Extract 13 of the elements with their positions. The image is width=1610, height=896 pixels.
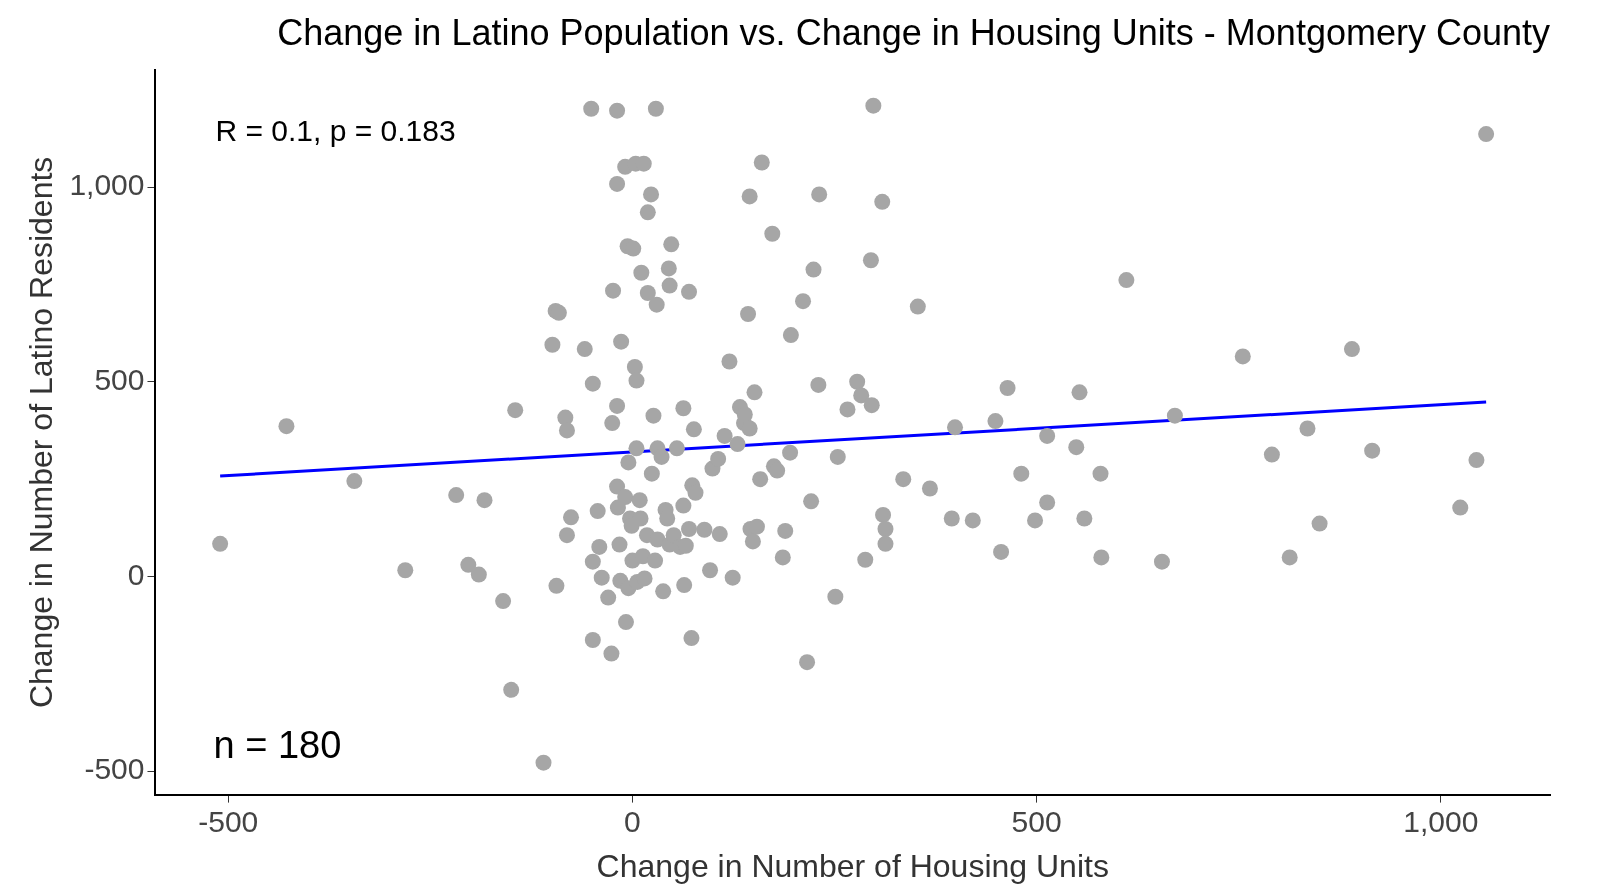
- x-tick-label: 1,000: [1403, 804, 1479, 838]
- annotation: n = 180: [213, 724, 342, 767]
- y-tick-label: 1,000: [69, 168, 145, 202]
- x-axis-title: Change in Number of Housing Units: [596, 847, 1109, 884]
- chart-title: Change in Latino Population vs. Change in Housing Units - Montgomery County: [277, 11, 1550, 53]
- x-tick-label: 500: [1011, 804, 1062, 838]
- annotation: R = 0.1, p = 0.183: [215, 114, 456, 148]
- y-tick-label: 0: [127, 557, 145, 591]
- x-tick-label: 0: [624, 804, 641, 838]
- y-tick-label: -500: [84, 752, 145, 786]
- y-tick-label: 500: [94, 363, 145, 397]
- x-tick-label: -500: [198, 804, 259, 838]
- y-axis-title: Change in Number of Latino Residents: [23, 156, 60, 709]
